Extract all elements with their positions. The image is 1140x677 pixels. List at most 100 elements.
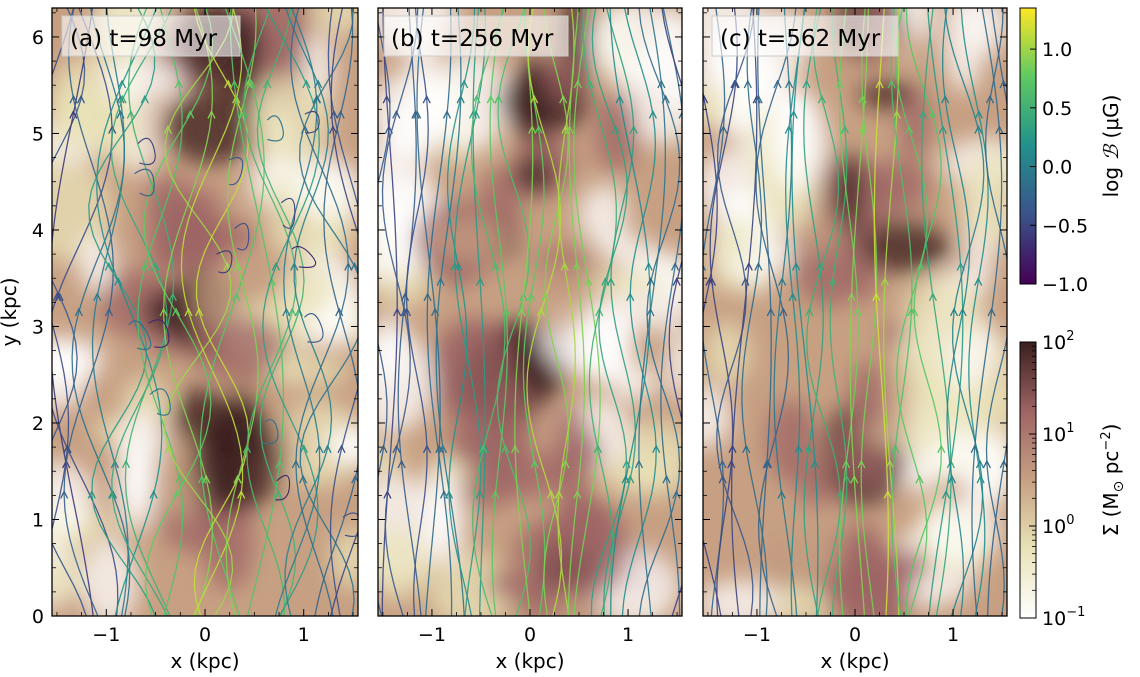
streamline-arrow [290, 261, 299, 271]
streamline-arrow [536, 307, 545, 317]
field-streamline [661, 8, 682, 616]
field-streamline [905, 8, 942, 616]
streamline-arrow [328, 125, 338, 134]
streamline-arrow [323, 444, 332, 454]
field-streamline [262, 8, 320, 616]
density-blob [703, 84, 731, 129]
streamline-arrow [175, 474, 184, 484]
field-streamline [225, 8, 259, 616]
streamline-arrow [413, 109, 422, 119]
density-structure [703, 8, 1007, 616]
tangled-field-line [342, 512, 358, 537]
streamline-arrow [970, 444, 979, 454]
field-streamline [52, 8, 87, 616]
density-colorbar-gradient [1019, 341, 1037, 619]
field-streamline [88, 8, 156, 616]
streamline-arrow [703, 94, 709, 104]
tangled-field-line [275, 474, 291, 501]
field-colorbar-tick-label: 1.0 [1042, 39, 1072, 61]
panel-b: −1 0 1 (b) t=256 Myr x (kpc) [377, 7, 683, 673]
field-streamline [557, 8, 576, 616]
streamline-arrow [172, 489, 181, 499]
streamline-arrow [727, 459, 736, 469]
streamline-arrow [392, 109, 401, 119]
streamline-arrow [370, 279, 377, 286]
streamline-arrow [857, 459, 866, 469]
streamline-arrow [239, 109, 249, 119]
streamline-arrow [126, 109, 135, 119]
streamline-arrow [842, 459, 851, 469]
density-blob [571, 305, 634, 384]
field-streamline [785, 8, 806, 616]
streamline-arrow [337, 444, 346, 454]
tangled-field-line [149, 388, 171, 416]
streamline-arrow [121, 459, 131, 469]
x-tick-label: 1 [947, 624, 959, 646]
streamline-arrow [344, 261, 353, 271]
streamline-arrow [905, 125, 914, 134]
field-streamline [638, 8, 666, 616]
field-streamline [63, 8, 114, 616]
streamline-arrow [601, 277, 610, 286]
field-streamline [327, 8, 358, 616]
streamline-arrow [517, 307, 526, 317]
streamline-arrow [554, 489, 563, 499]
streamline-arrow [661, 94, 670, 104]
streamline-arrow [572, 261, 581, 271]
density-colorbar-tick-label: 10−1 [1042, 605, 1085, 630]
streamline-arrow [915, 474, 924, 484]
streamline-arrow [975, 459, 985, 469]
streamline-arrow [779, 307, 788, 317]
y-tick-label: 4 [32, 220, 44, 242]
density-blob [552, 403, 593, 502]
streamline-arrow [949, 307, 959, 317]
streamline-arrow [174, 79, 183, 89]
panel-c: −1 0 1 (c) t=562 Myr x (kpc) [702, 7, 1008, 673]
field-streamline [526, 8, 563, 616]
streamline-arrow [559, 94, 568, 104]
field-streamline [984, 8, 1007, 616]
streamline-arrow [652, 444, 661, 454]
streamline-arrow [382, 94, 391, 104]
streamline-arrow [883, 489, 892, 499]
y-tick-label: 6 [32, 27, 44, 49]
streamline-arrow [885, 459, 894, 469]
streamline-arrow [117, 79, 127, 89]
streamline-arrow [947, 474, 957, 484]
streamline-arrow [224, 79, 233, 89]
x-tick-label: −1 [92, 624, 120, 646]
field-colorbar-tick-label: −1.0 [1042, 274, 1088, 296]
field-streamline [567, 8, 586, 616]
streamline-arrow [242, 444, 251, 454]
field-streamline [164, 8, 234, 616]
tangled-field-line [304, 313, 324, 343]
streamline-arrow [475, 489, 484, 499]
tangled-field-line [291, 246, 317, 268]
field-colorbar-gradient [1019, 7, 1037, 285]
streamline-arrow [875, 79, 884, 89]
field-streamline [921, 8, 952, 616]
streamline-arrow [159, 307, 168, 317]
streamline-arrow [773, 79, 782, 89]
tangled-field-line [262, 419, 279, 445]
streamline-arrow [315, 444, 324, 454]
panel-b-title-box [383, 15, 569, 57]
streamline-arrow [476, 277, 485, 286]
panel-b-x-axis-label: x (kpc) [495, 649, 564, 673]
field-streamline [873, 8, 889, 616]
panel-b-ticks: −1 0 1 [378, 8, 682, 646]
tangled-field-line [137, 137, 156, 166]
panel-a: −1 0 1 0 1 2 3 4 5 6 (a) t=98 Myr x (kpc) y (kpc) [0, 7, 377, 673]
y-tick-label: 5 [32, 123, 44, 145]
streamline-arrow [52, 292, 61, 302]
panel-a-y-axis-label: y (kpc) [0, 277, 21, 346]
density-blob [100, 57, 183, 103]
streamline-arrow [60, 489, 69, 499]
streamline-arrow [828, 277, 837, 286]
density-blob [512, 155, 556, 195]
tangled-field-line [228, 157, 244, 186]
streamline-arrow [402, 307, 412, 317]
density-blob [278, 264, 338, 315]
streamline-arrow [853, 307, 862, 317]
streamline-arrow [629, 125, 638, 134]
